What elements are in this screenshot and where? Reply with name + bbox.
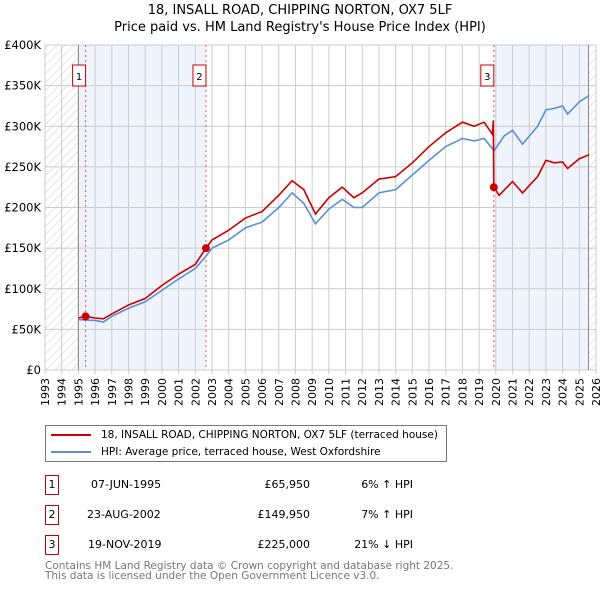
y-tick-label: £200K	[4, 201, 41, 215]
price-chart: 1993 1994 1995 1996 1997 1998 1999 2000 2001 2002…	[4, 38, 600, 406]
sale-label: 1	[76, 72, 82, 83]
y-tick-label: £250K	[4, 160, 41, 174]
transaction-price: £225,000	[257, 538, 311, 551]
x-tick-label: 2003	[206, 378, 219, 406]
x-tick-label: 1994	[56, 378, 69, 406]
x-tick-label: 2019	[473, 378, 486, 406]
x-tick-label: 2021	[507, 378, 520, 406]
sale-label: 3	[484, 72, 490, 83]
x-tick-label: 1993	[39, 378, 52, 406]
x-tick-label: 2004	[223, 378, 236, 406]
x-tick-label: 2010	[323, 378, 336, 406]
transaction-date: 23-AUG-2002	[87, 508, 161, 521]
x-tick-label: 2006	[256, 378, 269, 406]
x-tick-label: 1998	[122, 378, 135, 406]
x-tick-label: 2016	[423, 378, 436, 406]
transaction-hpi: 7% ↑ HPI	[361, 508, 413, 521]
transaction-number: 2	[45, 505, 59, 525]
transaction-date: 07-JUN-1995	[91, 478, 162, 491]
x-tick-label: 2020	[490, 378, 503, 406]
y-tick-label: £300K	[4, 119, 41, 133]
x-tick-label: 1999	[139, 378, 152, 406]
footer-line: Contains HM Land Registry data © Crown c…	[45, 560, 454, 572]
transaction-price: £149,950	[257, 508, 311, 521]
transaction-number: 1	[45, 475, 59, 495]
x-tick-label: 2012	[356, 378, 369, 406]
x-tick-label: 1995	[72, 378, 85, 406]
y-tick-label: £100K	[4, 282, 41, 296]
legend-swatch-hpi	[51, 451, 91, 453]
transaction-hpi: 6% ↑ HPI	[361, 478, 413, 491]
x-tick-label: 2001	[173, 378, 186, 406]
sale-label-box	[192, 64, 207, 87]
legend: 18, INSALL ROAD, CHIPPING NORTON, OX7 5L…	[45, 425, 447, 462]
x-tick-label: 2022	[523, 378, 536, 406]
legend-swatch-property	[51, 434, 91, 436]
legend-label-property: 18, INSALL ROAD, CHIPPING NORTON, OX7 5L…	[101, 429, 438, 441]
x-tick-label: 2014	[390, 378, 403, 406]
sale-point	[201, 244, 210, 253]
x-tick-label: 2011	[340, 378, 353, 406]
y-tick-label: £0	[26, 363, 41, 377]
transaction-date: 19-NOV-2019	[88, 538, 162, 551]
transaction-row: 3 19-NOV-2019 £225,000 21% ↓ HPI	[45, 535, 445, 555]
property-price-line	[78, 120, 590, 320]
x-tick-label: 2025	[573, 378, 586, 406]
sale-point	[489, 183, 498, 192]
y-tick-label: £150K	[4, 241, 41, 255]
legend-label-hpi: HPI: Average price, terraced house, West…	[101, 446, 381, 458]
transaction-hpi: 21% ↓ HPI	[354, 538, 413, 551]
x-tick-label: 2008	[289, 378, 302, 406]
chart-subtitle: Price paid vs. HM Land Registry's House …	[114, 20, 486, 35]
x-tick-label: 2005	[239, 378, 252, 406]
footer-line: This data is licensed under the Open Gov…	[45, 570, 380, 582]
hpi-line	[78, 94, 590, 323]
y-tick-label: £400K	[4, 38, 41, 52]
chart-title: 18, INSALL ROAD, CHIPPING NORTON, OX7 5L…	[147, 3, 453, 18]
x-tick-label: 2018	[456, 378, 469, 406]
x-tick-label: 2000	[156, 378, 169, 406]
x-tick-label: 2013	[373, 378, 386, 406]
x-tick-label: 2002	[189, 378, 202, 406]
x-tick-label: 2023	[540, 378, 553, 406]
y-tick-label: £350K	[4, 79, 41, 93]
transaction-row: 1 07-JUN-1995 £65,950 6% ↑ HPI	[45, 475, 445, 495]
x-tick-label: 2007	[273, 378, 286, 406]
x-tick-label: 2009	[306, 378, 319, 406]
footer: Contains HM Land Registry data © Crown c…	[45, 560, 454, 582]
sale-label-box	[480, 64, 495, 87]
x-tick-label: 2017	[440, 378, 453, 406]
x-tick-label: 1996	[89, 378, 102, 406]
transaction-number: 3	[45, 535, 59, 555]
x-tick-label: 2024	[557, 378, 570, 406]
x-tick-label: 1997	[106, 378, 119, 406]
x-tick-label: 2026	[590, 378, 600, 406]
sale-label-box	[72, 64, 87, 87]
transaction-price: £65,950	[264, 478, 311, 491]
sale-point	[81, 312, 90, 321]
y-tick-label: £50K	[12, 322, 42, 336]
x-tick-label: 2015	[406, 378, 419, 406]
sale-label: 2	[196, 72, 202, 83]
transaction-row: 2 23-AUG-2002 £149,950 7% ↑ HPI	[45, 505, 445, 525]
